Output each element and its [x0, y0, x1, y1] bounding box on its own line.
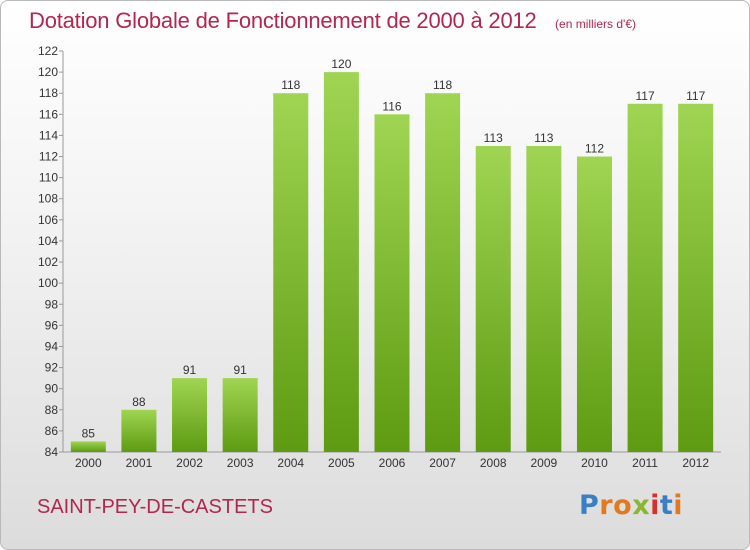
y-tick-label: 86: [45, 424, 59, 438]
unit-note: (en milliers d'€): [555, 17, 637, 31]
bar: [475, 145, 511, 452]
y-tick-label: 108: [38, 192, 58, 206]
logo-letter: i: [673, 490, 684, 521]
bars-group: 85 2000 88 2001 91 2002 91 2003 118 2004 120 2005 11…: [70, 57, 714, 470]
bar-value-label: 113: [484, 131, 503, 145]
bar-chart: 84 86 88 90 92 94 96 98 100 102 104 106 108 110 112 114…: [38, 44, 721, 470]
x-tick-label: 2006: [379, 456, 406, 470]
proxiti-logo: Proxiti: [579, 490, 683, 521]
logo-letter: r: [599, 490, 614, 521]
bar: [374, 114, 410, 452]
y-tick-label: 110: [39, 171, 58, 185]
bar-value-label: 91: [233, 363, 247, 377]
y-tick-label: 102: [38, 255, 58, 269]
y-tick-label: 92: [45, 361, 59, 375]
y-tick-label: 90: [45, 382, 59, 396]
y-tick-label: 100: [38, 276, 58, 290]
bar: [678, 103, 714, 453]
x-tick-label: 2009: [530, 456, 557, 470]
y-tick-label: 104: [38, 234, 58, 248]
bar: [273, 93, 309, 453]
bar: [222, 378, 258, 452]
y-tick-label: 98: [45, 297, 59, 311]
y-tick-label: 94: [45, 339, 59, 353]
x-tick-label: 2002: [176, 456, 203, 470]
bar: [70, 441, 106, 452]
y-tick-label: 88: [45, 403, 59, 417]
x-tick-label: 2000: [75, 456, 102, 470]
bar: [576, 156, 612, 453]
logo-letter: o: [613, 490, 633, 521]
y-tick-label: 120: [38, 65, 58, 79]
x-tick-label: 2004: [277, 456, 304, 470]
bar: [526, 145, 562, 452]
y-tick-label: 112: [39, 150, 58, 164]
bar-value-label: 117: [686, 89, 705, 103]
y-tick-label: 116: [39, 107, 58, 121]
bar: [121, 409, 157, 452]
bar-value-label: 91: [183, 363, 197, 377]
y-tick-label: 84: [45, 445, 59, 459]
axes: 84 86 88 90 92 94 96 98 100 102 104 106 108 110 112 114…: [38, 44, 721, 459]
bar: [627, 103, 663, 453]
y-tick-label: 114: [39, 128, 58, 142]
title-row: Dotation Globale de Fonctionnement de 20…: [29, 8, 636, 34]
logo-letter: P: [579, 490, 600, 521]
bar: [425, 93, 461, 453]
x-tick-label: 2010: [581, 456, 608, 470]
bar-value-label: 113: [534, 131, 553, 145]
y-tick-label: 118: [39, 86, 58, 100]
commune-name: SAINT-PEY-DE-CASTETS: [37, 496, 273, 518]
x-tick-label: 2005: [328, 456, 355, 470]
y-tick-label: 96: [45, 318, 59, 332]
x-tick-label: 2003: [227, 456, 254, 470]
y-tick-label: 122: [38, 44, 58, 58]
bar: [323, 72, 359, 453]
bar-value-label: 112: [585, 142, 604, 156]
y-tick-label: 106: [38, 213, 58, 227]
bar-value-label: 120: [331, 57, 351, 71]
x-tick-label: 2001: [126, 456, 153, 470]
bar: [172, 378, 208, 452]
x-tick-label: 2012: [682, 456, 709, 470]
bar-value-label: 118: [281, 78, 300, 92]
x-tick-label: 2007: [429, 456, 456, 470]
logo-letter: x: [632, 490, 651, 521]
bar-value-label: 88: [132, 395, 146, 409]
x-tick-label: 2011: [632, 456, 658, 470]
bar-value-label: 117: [636, 89, 655, 103]
logo-letter: t: [659, 490, 674, 521]
logo-letter: i: [650, 490, 660, 521]
bar-value-label: 85: [82, 426, 96, 440]
chart-title: Dotation Globale de Fonctionnement de 20…: [29, 8, 537, 33]
bar-value-label: 116: [382, 99, 401, 113]
x-tick-label: 2008: [480, 456, 507, 470]
bar-value-label: 118: [433, 78, 452, 92]
